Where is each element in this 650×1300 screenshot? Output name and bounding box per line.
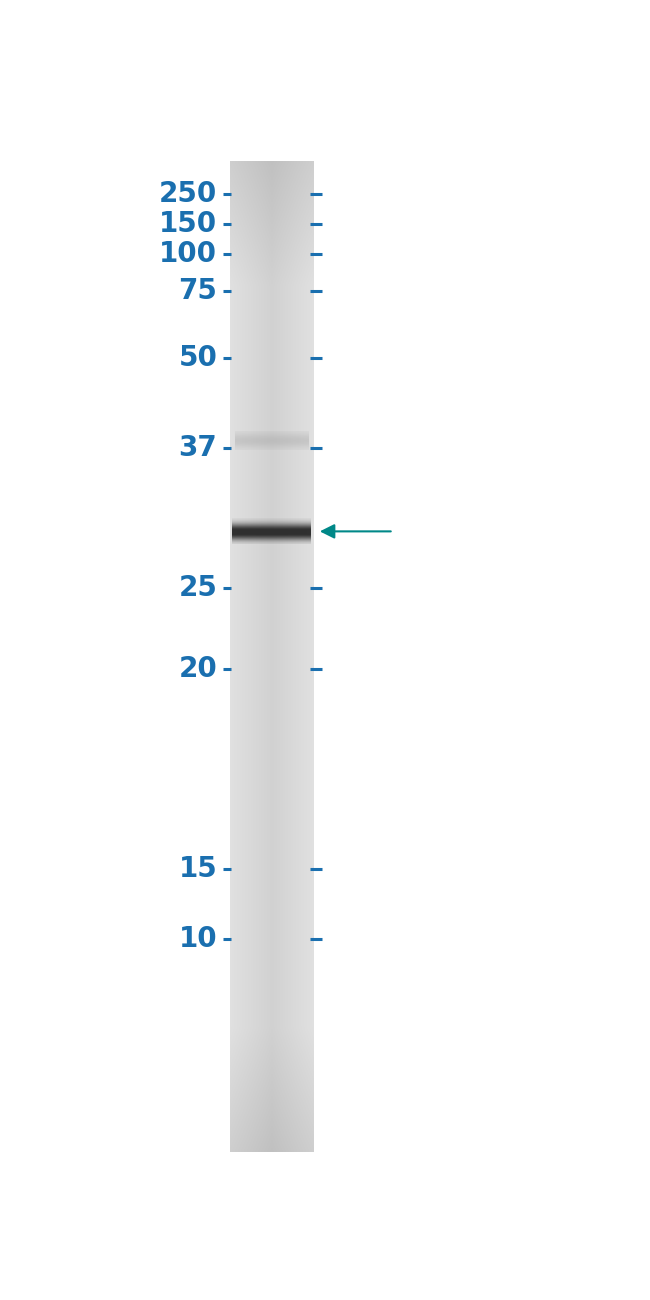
- Text: 50: 50: [178, 344, 217, 372]
- Text: 100: 100: [159, 240, 217, 268]
- Text: 25: 25: [178, 575, 217, 602]
- Text: 250: 250: [159, 179, 217, 208]
- Text: 20: 20: [179, 654, 217, 682]
- Text: 10: 10: [179, 924, 217, 953]
- Text: 75: 75: [178, 277, 217, 305]
- Text: 150: 150: [159, 211, 217, 238]
- Text: 37: 37: [179, 434, 217, 463]
- Text: 15: 15: [179, 854, 217, 883]
